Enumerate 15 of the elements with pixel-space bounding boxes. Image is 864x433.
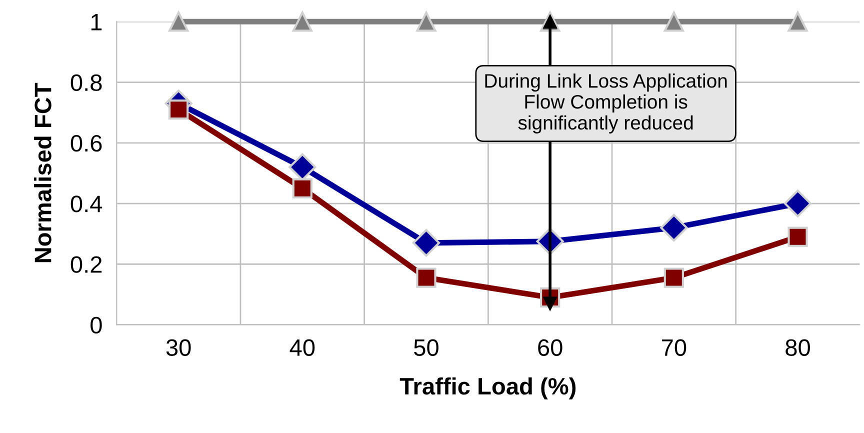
y-tick-label: 0.4: [70, 196, 102, 212]
y-axis-title: Normalised FCT: [34, 82, 52, 262]
annotation: During Link Loss Application Flow Completion is significantly reduced: [485, 73, 727, 134]
y-tick-label: 0.6: [70, 134, 102, 152]
y-tick-label: 0: [90, 316, 102, 334]
y-tick-label: 0.2: [70, 256, 102, 273]
x-tick-label: 70: [662, 339, 686, 356]
x-axis-title: Traffic Load (%): [400, 377, 576, 400]
x-tick-label: 40: [290, 339, 315, 356]
x-tick-label: 30: [166, 339, 191, 356]
x-tick-label: 60: [538, 339, 562, 356]
x-tick-label: 50: [414, 339, 438, 356]
y-tick-label: 1: [91, 14, 102, 30]
y-tick-label: 0.8: [70, 74, 102, 92]
x-tick-label: 80: [786, 339, 810, 356]
